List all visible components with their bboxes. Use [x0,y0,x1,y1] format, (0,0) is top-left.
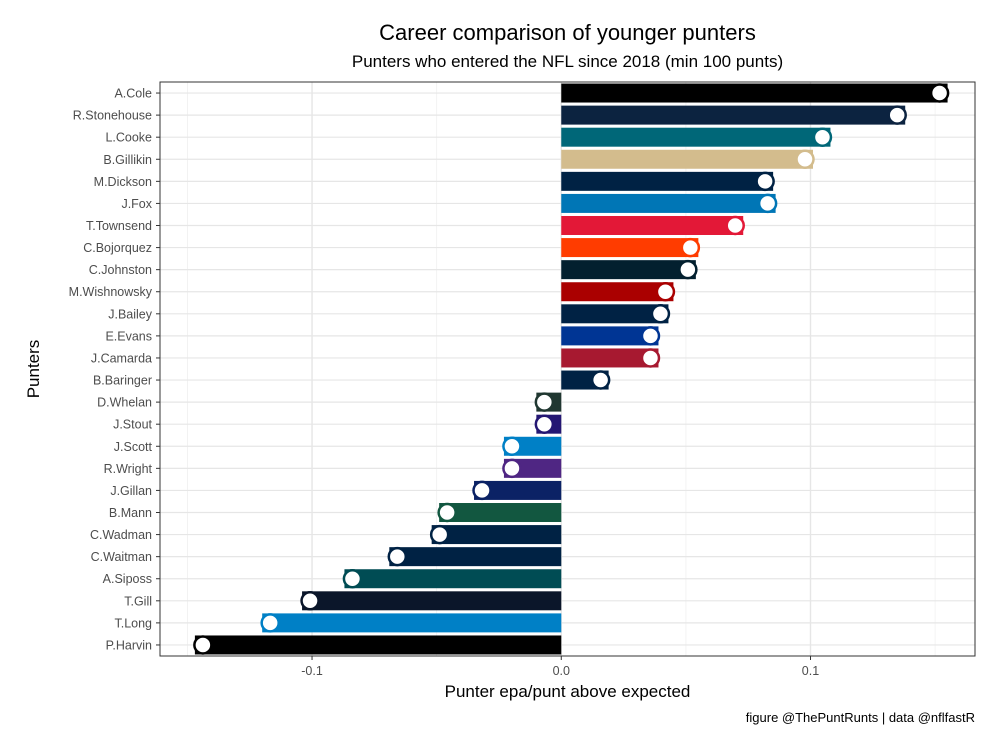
y-tick-label: B.Mann [109,506,152,520]
y-tick-label: C.Wadman [90,528,152,542]
panel-border [159,81,976,657]
y-tick-label: C.Bojorquez [83,241,152,255]
team-logo-icon [755,171,775,192]
x-tick-label: -0.1 [301,664,323,678]
team-logo-icon [650,304,671,324]
team-logo-icon [502,436,522,457]
team-logo-icon [260,613,280,633]
y-tick-label: D.Whelan [97,396,152,410]
bar-jcamarda [561,348,659,368]
y-tick-label: L.Cooke [105,131,152,145]
team-logo-icon [795,149,815,170]
team-logo-icon [640,326,661,346]
chart-subtitle: Punters who entered the NFL since 2018 (… [351,52,784,71]
team-logo-icon [342,568,363,589]
x-axis-title: Punter epa/punt above expected [445,682,691,701]
team-logo-icon [725,215,745,236]
team-logo-icon [437,502,457,523]
y-tick-label: T.Townsend [86,219,152,233]
bar-acole [561,83,948,103]
bar-cbojorquez [561,238,699,258]
team-logo-icon [812,127,833,147]
bar-jbailey [561,304,669,324]
bar-mwishnowsky [561,282,674,302]
team-logo-icon [680,237,701,258]
bar-tgill [302,591,562,611]
chart-title: Career comparison of younger punters [379,20,756,45]
bar-tlong [262,613,562,633]
team-logo-icon [590,370,611,390]
y-tick-label: M.Wishnowsky [69,285,153,299]
bar-eevans [561,326,659,346]
team-logo-icon [757,193,778,214]
y-tick-label: C.Waitman [91,550,152,564]
team-logo-icon [655,281,676,302]
bar-bgillikin [561,149,813,169]
bar-jgillan [474,480,562,500]
y-tick-label: M.Dickson [94,175,152,189]
y-tick-label: J.Scott [114,440,153,454]
y-tick-label: T.Gill [124,594,152,608]
team-logo-icon [472,480,492,501]
bar-bmann [439,503,562,522]
bar-jfox [561,193,776,213]
y-axis-title: Punters [24,340,43,399]
y-tick-label: A.Cole [114,87,152,101]
bar-lcooke [561,127,831,147]
team-logo-icon [534,414,555,434]
y-tick-label: B.Gillikin [103,153,152,167]
team-logo-icon [929,83,950,103]
bar-ttownsend [561,216,744,235]
y-tick-label: J.Gillan [110,484,152,498]
team-logo-icon [387,546,408,567]
y-tick-label: E.Evans [105,329,152,343]
y-tick-label: C.Johnston [89,263,152,277]
bar-cjohnston [561,260,696,280]
y-tick-label: B.Baringer [93,374,152,388]
bar-mdickson [561,171,774,191]
team-logo-icon [678,259,698,280]
y-tick-label: J.Camarda [91,351,152,365]
bar-asiposs [344,569,562,589]
y-tick-label: J.Bailey [108,307,153,321]
bar-cwadman [431,525,562,545]
team-logo-icon [300,591,320,611]
team-logo-icon [534,392,555,412]
team-logo-icon [502,458,522,479]
team-logo-icon [887,105,907,125]
x-tick-label: 0.1 [802,664,819,678]
y-tick-label: J.Stout [113,418,152,432]
y-tick-label: R.Wright [104,462,153,476]
x-tick-label: 0.0 [553,664,570,678]
team-logo-icon [193,635,213,655]
y-tick-label: A.Siposs [103,572,152,586]
y-tick-label: P.Harvin [106,638,152,652]
chart-caption: figure @ThePuntRunts | data @nflfastR [745,710,975,725]
y-tick-label: J.Fox [121,197,152,211]
bar-cwaitman [389,547,562,567]
y-tick-label: T.Long [114,616,152,630]
bar-pharvin [194,635,562,655]
bar-rstonehouse [561,105,906,125]
team-logo-icon [640,348,661,368]
team-logo-icon [429,524,450,545]
y-tick-label: R.Stonehouse [73,109,152,123]
